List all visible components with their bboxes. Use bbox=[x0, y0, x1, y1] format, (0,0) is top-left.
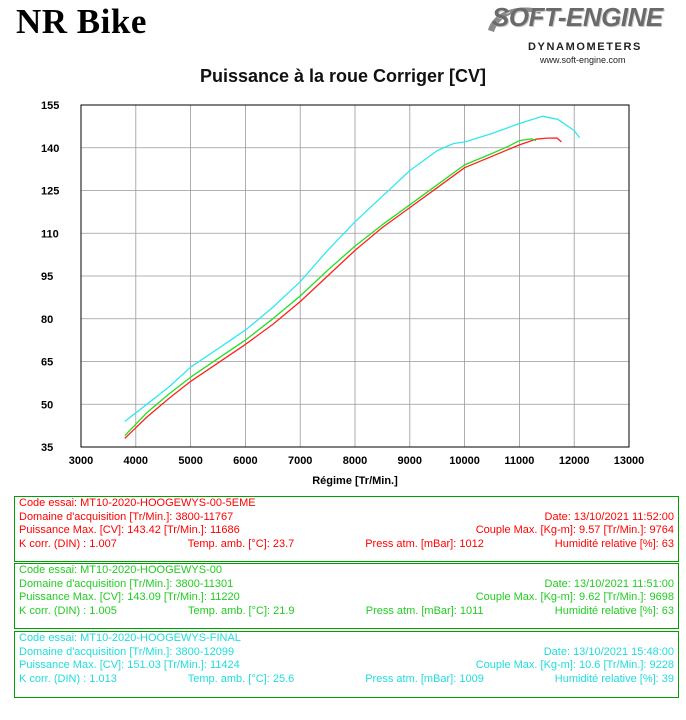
max-torque: Couple Max. [Kg-m]: 10.6 [Tr/Min.]: 9228 bbox=[475, 659, 674, 671]
atm-pressure: Press atm. [mBar]: 1009 bbox=[365, 672, 484, 685]
y-tick-label: 110 bbox=[41, 228, 59, 240]
brand-title: NR Bike bbox=[16, 2, 147, 41]
test-date: Date: 13/10/2021 11:52:00 bbox=[544, 510, 674, 523]
k-correction: K corr. (DIN) : 1.007 bbox=[19, 537, 117, 550]
chart-grid bbox=[80, 104, 630, 448]
y-tick-label: 125 bbox=[41, 186, 59, 198]
y-tick-label: 140 bbox=[41, 143, 59, 155]
x-tick-label: 10000 bbox=[449, 455, 480, 467]
x-tick-label: 7000 bbox=[288, 455, 312, 467]
info-row: K corr. (DIN) : 1.005 Temp. amb. [°C]: 21… bbox=[19, 605, 674, 619]
logo-subtitle: DYNAMOMETERS bbox=[528, 41, 642, 53]
x-axis-ticks: 3000 4000 5000 6000 7000 8000 9000 10000 11000 12… bbox=[69, 455, 645, 467]
x-tick-label: 12000 bbox=[559, 455, 590, 467]
test-info-box: Code essai: MT10-2020-HOOGEWYS-FINAL Doma… bbox=[14, 631, 679, 698]
x-tick-label: 5000 bbox=[178, 455, 202, 467]
y-tick-label: 95 bbox=[41, 271, 53, 283]
k-correction: K corr. (DIN) : 1.005 bbox=[19, 604, 117, 617]
logo-url: www.soft-engine.com bbox=[540, 55, 626, 65]
x-tick-label: 6000 bbox=[233, 455, 257, 467]
info-row: Puissance Max. [CV]: 143.42 [Tr/Min.]: 1… bbox=[19, 524, 674, 538]
atm-pressure: Press atm. [mBar]: 1012 bbox=[365, 537, 484, 550]
atm-pressure: Press atm. [mBar]: 1011 bbox=[365, 604, 484, 617]
logo-swoosh-icon bbox=[488, 7, 542, 32]
max-power: Puissance Max. [CV]: 143.42 [Tr/Min.]: 1… bbox=[19, 524, 240, 536]
x-tick-label: 4000 bbox=[124, 455, 148, 467]
test-code: Code essai: MT10-2020-HOOGEWYS-00-5EME bbox=[19, 497, 256, 509]
info-row: Domaine d'acquisition [Tr/Min.]: 3800-11… bbox=[19, 511, 674, 525]
chart-series bbox=[124, 115, 581, 439]
logo-wordmark: SOFT-ENGINE bbox=[492, 2, 663, 32]
info-row: Puissance Max. [CV]: 143.09 [Tr/Min.]: 1… bbox=[19, 591, 674, 605]
k-correction: K corr. (DIN) : 1.013 bbox=[19, 672, 117, 685]
test-info-box: Code essai: MT10-2020-HOOGEWYS-00-5EME Do… bbox=[14, 496, 679, 562]
max-torque: Couple Max. [Kg-m]: 9.57 [Tr/Min.]: 9764 bbox=[475, 524, 674, 536]
x-tick-label: 13000 bbox=[614, 455, 645, 467]
x-tick-label: 11000 bbox=[504, 455, 534, 467]
y-tick-label: 50 bbox=[41, 399, 53, 411]
info-row: Code essai: MT10-2020-HOOGEWYS-00 bbox=[19, 564, 674, 578]
info-row: Domaine d'acquisition [Tr/Min.]: 3800-11… bbox=[19, 578, 674, 592]
ambient-temp: Temp. amb. [°C]: 23.7 bbox=[187, 537, 295, 550]
series-line-2 bbox=[124, 138, 537, 437]
max-torque: Couple Max. [Kg-m]: 9.62 [Tr/Min.]: 9698 bbox=[475, 591, 674, 603]
y-axis-ticks: 35 50 65 80 95 110 125 140 155 bbox=[41, 100, 59, 454]
series-line-3 bbox=[124, 115, 581, 422]
info-row: Domaine d'acquisition [Tr/Min.]: 3800-12… bbox=[19, 646, 674, 660]
chart-title: Puissance à la roue Corriger [CV] bbox=[199, 66, 487, 86]
info-row: Code essai: MT10-2020-HOOGEWYS-00-5EME bbox=[19, 497, 674, 511]
info-row: Puissance Max. [CV]: 151.03 [Tr/Min.]: 1… bbox=[19, 659, 674, 673]
info-row: K corr. (DIN) : 1.007 Temp. amb. [°C]: 23… bbox=[19, 538, 674, 552]
test-date: Date: 13/10/2021 11:51:00 bbox=[544, 577, 674, 590]
ambient-temp: Temp. amb. [°C]: 25.6 bbox=[187, 672, 295, 685]
relative-humidity: Humidité relative [%]: 63 bbox=[554, 537, 674, 550]
acquisition-domain: Domaine d'acquisition [Tr/Min.]: 3800-11… bbox=[19, 510, 234, 523]
test-code: Code essai: MT10-2020-HOOGEWYS-FINAL bbox=[19, 632, 241, 644]
y-tick-label: 80 bbox=[41, 314, 53, 326]
x-tick-label: 8000 bbox=[343, 455, 367, 467]
test-date: Date: 13/10/2021 15:48:00 bbox=[543, 645, 674, 658]
relative-humidity: Humidité relative [%]: 63 bbox=[554, 604, 674, 617]
ambient-temp: Temp. amb. [°C]: 21.9 bbox=[188, 604, 295, 617]
max-power: Puissance Max. [CV]: 151.03 [Tr/Min.]: 1… bbox=[19, 659, 240, 671]
power-chart: 35 50 65 80 95 110 125 140 155 3000 4000 5000 6000 7… bbox=[41, 100, 645, 487]
plot-frame bbox=[80, 104, 630, 448]
y-tick-label: 65 bbox=[41, 357, 53, 369]
y-tick-label: 35 bbox=[41, 442, 53, 454]
acquisition-domain: Domaine d'acquisition [Tr/Min.]: 3800-12… bbox=[19, 645, 235, 658]
x-axis-label: Régime [Tr/Min.] bbox=[312, 475, 398, 487]
y-tick-label: 155 bbox=[41, 100, 59, 112]
info-row: Code essai: MT10-2020-HOOGEWYS-FINAL bbox=[19, 632, 674, 646]
info-row: K corr. (DIN) : 1.013 Temp. amb. [°C]: 25… bbox=[19, 673, 674, 687]
x-tick-label: 9000 bbox=[398, 455, 422, 467]
test-code: Code essai: MT10-2020-HOOGEWYS-00 bbox=[19, 564, 222, 576]
soft-engine-logo: SOFT-ENGINE DYNAMOMETERS www.soft-engine… bbox=[484, 2, 680, 68]
acquisition-domain: Domaine d'acquisition [Tr/Min.]: 3800-11… bbox=[19, 577, 234, 590]
x-tick-label: 3000 bbox=[69, 455, 93, 467]
max-power: Puissance Max. [CV]: 143.09 [Tr/Min.]: 1… bbox=[19, 591, 240, 603]
test-info-box: Code essai: MT10-2020-HOOGEWYS-00 Domaine… bbox=[14, 563, 679, 629]
relative-humidity: Humidité relative [%]: 39 bbox=[554, 672, 674, 685]
